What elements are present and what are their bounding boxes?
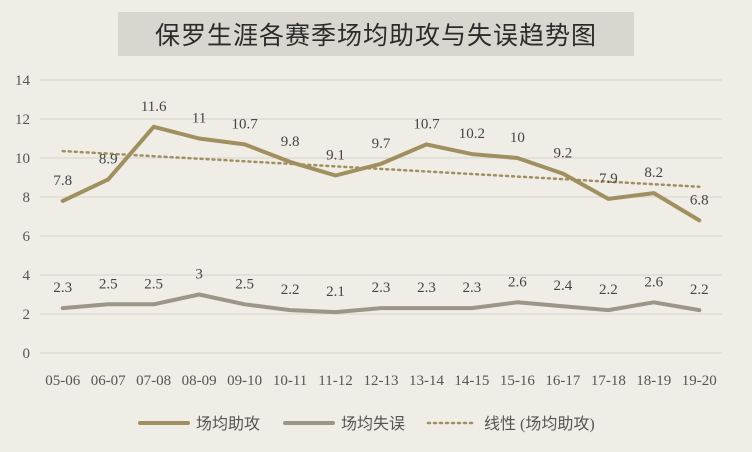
data-label-turnovers: 2.1: [326, 284, 345, 300]
x-tick-label: 09-10: [227, 373, 262, 389]
data-label-assists: 9.7: [372, 136, 391, 152]
x-tick-label: 14-15: [454, 373, 489, 389]
data-label-turnovers: 2.3: [417, 280, 436, 296]
data-label-assists: 10.2: [459, 126, 485, 142]
y-tick-label: 14: [15, 73, 31, 89]
x-tick-label: 19-20: [682, 373, 717, 389]
data-label-turnovers: 2.5: [235, 276, 254, 292]
data-label-turnovers: 2.3: [53, 280, 72, 296]
x-tick-label: 07-08: [136, 373, 171, 389]
x-tick-label: 15-16: [500, 373, 535, 389]
data-label-turnovers: 2.5: [144, 276, 163, 292]
y-axis-ticks: 0 2 4 6 8 10 12 14: [15, 73, 31, 362]
data-label-turnovers: 2.2: [281, 282, 300, 298]
gridlines: [40, 79, 722, 354]
legend-label: 场均失误: [341, 415, 405, 433]
y-tick-label: 6: [23, 229, 31, 245]
data-label-turnovers: 2.3: [372, 280, 391, 296]
data-label-assists: 7.8: [53, 173, 72, 189]
y-tick-label: 2: [23, 307, 31, 323]
data-labels: 7.8 8.9 11.6 11 10.7 9.8 9.1 9.7 10.7 10.2 10 9.2 7.…: [53, 99, 708, 300]
x-tick-label: 08-09: [182, 373, 217, 389]
data-label-assists: 9.2: [553, 146, 572, 162]
x-tick-label: 06-07: [91, 373, 126, 389]
data-label-assists: 11.6: [141, 99, 167, 115]
data-label-turnovers: 2.5: [99, 276, 118, 292]
x-tick-label: 17-18: [591, 373, 626, 389]
y-tick-label: 4: [23, 268, 31, 284]
data-label-assists: 10.7: [231, 116, 258, 132]
data-label-assists: 8.2: [644, 165, 663, 181]
x-tick-label: 11-12: [318, 373, 352, 389]
data-label-assists: 9.1: [326, 148, 345, 164]
data-label-turnovers: 3: [195, 267, 203, 283]
x-tick-label: 13-14: [409, 373, 444, 389]
data-label-turnovers: 2.4: [553, 278, 572, 294]
data-label-assists: 10.7: [413, 116, 440, 132]
x-tick-label: 10-11: [273, 373, 307, 389]
y-tick-label: 8: [23, 190, 31, 206]
series-line-assists: [60, 124, 702, 223]
data-label-assists: 11: [192, 111, 206, 127]
data-label-assists: 9.8: [281, 134, 300, 150]
data-label-assists: 10: [510, 130, 525, 146]
chart-title: 保罗生涯各赛季场均助攻与失误趋势图: [154, 21, 597, 50]
x-tick-label: 12-13: [364, 373, 399, 389]
y-tick-label: 12: [15, 112, 30, 128]
y-tick-label: 0: [23, 346, 31, 362]
x-tick-label: 18-19: [636, 373, 671, 389]
data-label-turnovers: 2.6: [644, 274, 663, 290]
data-label-turnovers: 2.2: [690, 282, 709, 298]
trendline-assists: [61, 149, 701, 189]
x-tick-label: 16-17: [545, 373, 580, 389]
x-axis-ticks: 05-06 06-07 07-08 08-09 09-10 10-11 11-12 12-13…: [45, 373, 717, 389]
data-label-assists: 6.8: [690, 192, 709, 208]
legend: 场均助攻 场均失误 线性 (场均助攻): [138, 415, 595, 433]
data-label-turnovers: 2.3: [463, 280, 482, 296]
data-label-assists: 7.9: [599, 171, 618, 187]
data-label-assists: 8.9: [99, 151, 118, 167]
legend-label: 线性 (场均助攻): [484, 415, 595, 433]
x-tick-label: 05-06: [45, 373, 80, 389]
series-lines: [60, 124, 702, 315]
chart-title-box: 保罗生涯各赛季场均助攻与失误趋势图: [118, 12, 634, 56]
y-tick-label: 10: [15, 151, 30, 167]
data-label-turnovers: 2.2: [599, 282, 618, 298]
series-line-turnovers: [60, 292, 702, 315]
data-label-turnovers: 2.6: [508, 274, 527, 290]
legend-label: 场均助攻: [196, 415, 260, 433]
